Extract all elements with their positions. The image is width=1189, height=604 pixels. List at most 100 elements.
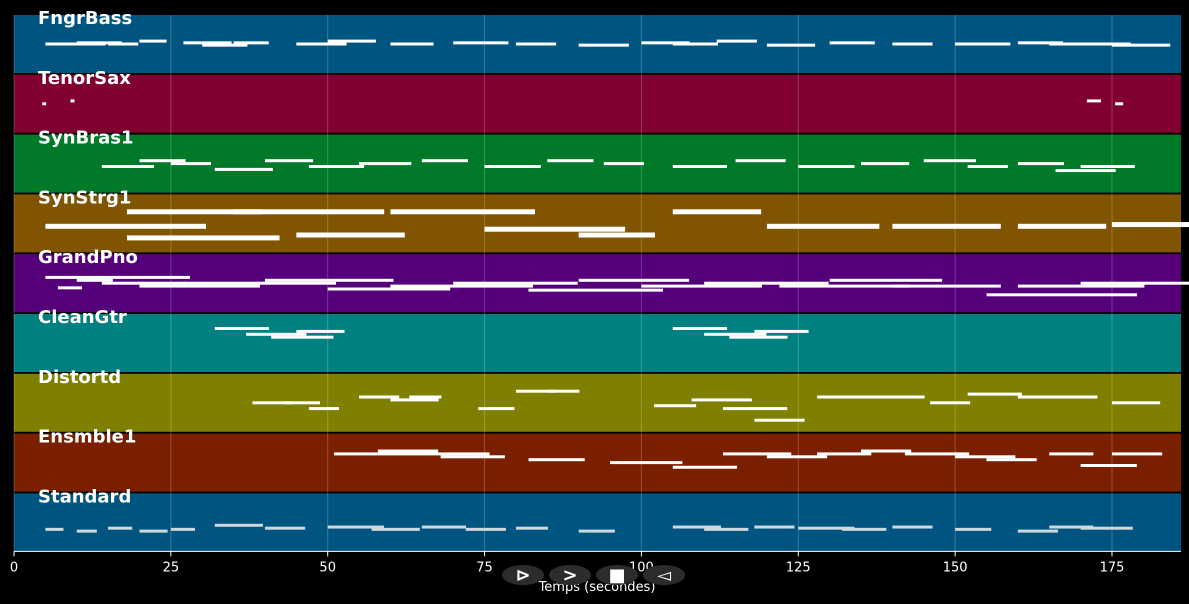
- note-mark: [1055, 169, 1116, 173]
- note-mark: [409, 395, 442, 399]
- button-bg: [643, 565, 685, 585]
- note-mark: [704, 527, 749, 531]
- note-mark: [547, 159, 594, 163]
- note-mark: [848, 395, 893, 399]
- note-mark: [1080, 42, 1131, 46]
- track-label: CleanGtr: [38, 307, 127, 328]
- note-mark: [390, 209, 536, 215]
- x-tick-label: 150: [943, 560, 968, 575]
- note-mark: [453, 281, 578, 285]
- note-mark: [76, 529, 97, 533]
- note-mark: [641, 41, 690, 45]
- note-mark: [672, 525, 721, 529]
- button-bg: [549, 565, 591, 585]
- note-mark: [139, 529, 168, 533]
- note-mark: [892, 42, 933, 46]
- note-mark: [57, 286, 83, 290]
- note-mark: [484, 226, 626, 232]
- track-label: FngrBass: [38, 8, 132, 29]
- note-mark: [327, 525, 384, 529]
- track-lane-synstrg1: [14, 194, 1181, 253]
- note-mark: [842, 527, 887, 531]
- note-mark: [271, 335, 334, 339]
- note-mark: [754, 525, 795, 529]
- note-mark: [766, 455, 828, 459]
- x-tick-label: 25: [163, 560, 180, 575]
- x-tick-label: 125: [786, 560, 811, 575]
- note-mark: [371, 527, 420, 531]
- note-mark: [1086, 99, 1101, 103]
- note-mark: [603, 162, 644, 166]
- note-mark: [359, 162, 412, 166]
- note-mark: [76, 41, 122, 45]
- note-mark: [923, 159, 976, 163]
- note-mark: [308, 165, 365, 168]
- note-mark: [578, 278, 690, 282]
- track-lane-ensmble1: [14, 433, 1181, 492]
- note-mark: [283, 401, 320, 405]
- note-mark: [829, 278, 943, 282]
- playback-controls: ⊳ > ■ ◅: [502, 565, 685, 586]
- note-mark: [672, 209, 762, 215]
- stop-button[interactable]: ■: [596, 565, 638, 586]
- note-mark: [139, 39, 167, 43]
- note-mark: [716, 39, 757, 43]
- note-mark: [904, 452, 970, 456]
- note-mark: [578, 529, 615, 533]
- note-mark: [1017, 395, 1063, 399]
- note-mark: [892, 223, 1001, 229]
- note-mark: [672, 465, 738, 469]
- note-mark: [327, 287, 451, 291]
- note-mark: [214, 167, 273, 171]
- x-tick-label: 50: [319, 560, 336, 575]
- note-mark: [233, 41, 269, 45]
- note-mark: [1017, 284, 1145, 288]
- rewind-button[interactable]: ◅: [643, 565, 685, 586]
- note-mark: [453, 41, 509, 45]
- note-mark: [484, 165, 541, 168]
- note-mark: [798, 526, 855, 530]
- note-mark: [264, 278, 394, 282]
- note-mark: [515, 526, 549, 530]
- note-mark: [798, 165, 855, 168]
- note-mark: [1017, 162, 1065, 166]
- note-mark: [1115, 102, 1124, 106]
- note-mark: [817, 395, 860, 399]
- button-bg: [502, 565, 544, 585]
- note-mark: [1017, 529, 1059, 533]
- note-mark: [45, 527, 64, 531]
- play-outline-button[interactable]: ⊳: [502, 565, 544, 586]
- track-label: SynBras1: [38, 128, 134, 149]
- track-label: TenorSax: [38, 68, 131, 89]
- note-mark: [1111, 452, 1163, 456]
- note-mark: [829, 41, 875, 45]
- note-mark: [578, 232, 655, 238]
- note-mark: [421, 159, 469, 163]
- note-mark: [861, 162, 910, 166]
- note-mark: [817, 452, 872, 456]
- play-button[interactable]: >: [549, 565, 591, 586]
- x-tick-label: 75: [476, 560, 493, 575]
- note-mark: [296, 232, 405, 238]
- track-lane-tenorsax: [14, 74, 1181, 133]
- track-lane-cleangtr: [14, 314, 1181, 372]
- note-mark: [515, 389, 557, 393]
- note-mark: [610, 461, 683, 465]
- note-mark: [465, 527, 506, 531]
- button-bg: [596, 565, 638, 585]
- note-mark: [967, 392, 1022, 396]
- note-mark: [955, 455, 1016, 459]
- track-label: Ensmble1: [38, 427, 136, 448]
- note-mark: [766, 223, 880, 229]
- note-mark: [967, 165, 1008, 168]
- note-mark: [70, 99, 75, 103]
- note-mark: [359, 395, 400, 399]
- note-mark: [515, 42, 557, 46]
- note-mark: [390, 398, 439, 402]
- note-mark: [478, 407, 515, 411]
- note-mark: [252, 401, 293, 405]
- note-mark: [722, 407, 788, 411]
- play-icon: >: [562, 565, 577, 586]
- note-mark: [264, 526, 306, 530]
- note-mark: [1080, 281, 1189, 285]
